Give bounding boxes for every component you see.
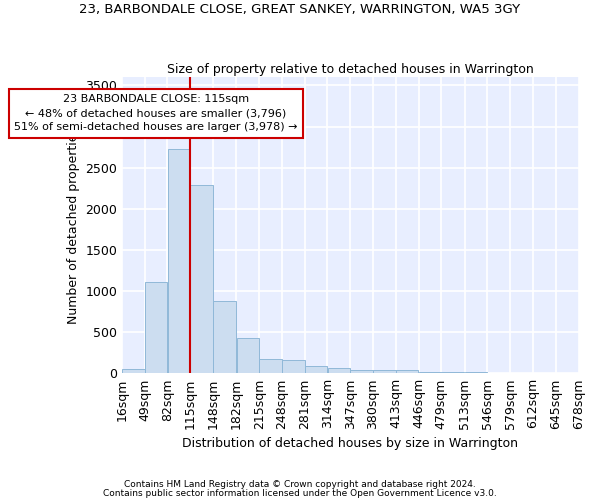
Bar bbox=[236, 338, 259, 374]
Text: Contains HM Land Registry data © Crown copyright and database right 2024.: Contains HM Land Registry data © Crown c… bbox=[124, 480, 476, 489]
Bar bbox=[167, 148, 190, 374]
Y-axis label: Number of detached properties: Number of detached properties bbox=[67, 126, 80, 324]
Text: 23, BARBONDALE CLOSE, GREAT SANKEY, WARRINGTON, WA5 3GY: 23, BARBONDALE CLOSE, GREAT SANKEY, WARR… bbox=[79, 2, 521, 16]
Bar bbox=[442, 372, 464, 374]
Title: Size of property relative to detached houses in Warrington: Size of property relative to detached ho… bbox=[167, 63, 533, 76]
Bar bbox=[465, 372, 487, 374]
Bar bbox=[122, 369, 145, 374]
Bar bbox=[419, 372, 441, 374]
Bar bbox=[373, 370, 395, 374]
Bar bbox=[305, 366, 328, 374]
X-axis label: Distribution of detached houses by size in Warrington: Distribution of detached houses by size … bbox=[182, 437, 518, 450]
Text: Contains public sector information licensed under the Open Government Licence v3: Contains public sector information licen… bbox=[103, 488, 497, 498]
Bar bbox=[213, 301, 236, 374]
Bar bbox=[328, 368, 350, 374]
Bar bbox=[282, 360, 305, 374]
Bar bbox=[190, 185, 213, 374]
Bar bbox=[259, 359, 282, 374]
Bar bbox=[488, 372, 510, 374]
Bar bbox=[396, 370, 418, 374]
Text: 23 BARBONDALE CLOSE: 115sqm
← 48% of detached houses are smaller (3,796)
51% of : 23 BARBONDALE CLOSE: 115sqm ← 48% of det… bbox=[14, 94, 298, 132]
Bar bbox=[350, 370, 373, 374]
Bar bbox=[145, 282, 167, 374]
